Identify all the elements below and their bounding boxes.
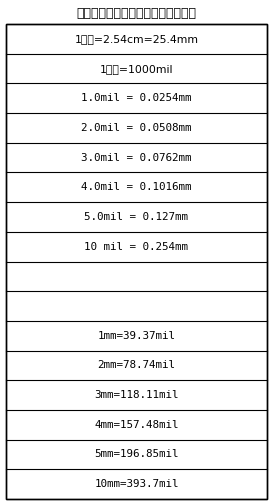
Text: 10 mil = 0.254mm: 10 mil = 0.254mm [85,241,188,252]
Text: 常见单位换算：（有些小数省略了）: 常见单位换算：（有些小数省略了） [76,7,197,20]
Text: 1英寸=2.54cm=25.4mm: 1英寸=2.54cm=25.4mm [75,34,198,44]
Text: 5mm=196.85mil: 5mm=196.85mil [94,450,179,459]
Text: 1mm=39.37mil: 1mm=39.37mil [97,330,176,341]
Text: 2.0mil = 0.0508mm: 2.0mil = 0.0508mm [81,123,192,133]
Text: 4mm=157.48mil: 4mm=157.48mil [94,420,179,430]
Text: 10mm=393.7mil: 10mm=393.7mil [94,479,179,489]
Text: 5.0mil = 0.127mm: 5.0mil = 0.127mm [85,212,188,222]
Text: 4.0mil = 0.1016mm: 4.0mil = 0.1016mm [81,182,192,192]
Text: 1.0mil = 0.0254mm: 1.0mil = 0.0254mm [81,93,192,103]
Text: 2mm=78.74mil: 2mm=78.74mil [97,361,176,370]
Text: 3mm=118.11mil: 3mm=118.11mil [94,390,179,400]
Text: 3.0mil = 0.0762mm: 3.0mil = 0.0762mm [81,152,192,162]
Text: 1英寸=1000mil: 1英寸=1000mil [100,63,173,73]
